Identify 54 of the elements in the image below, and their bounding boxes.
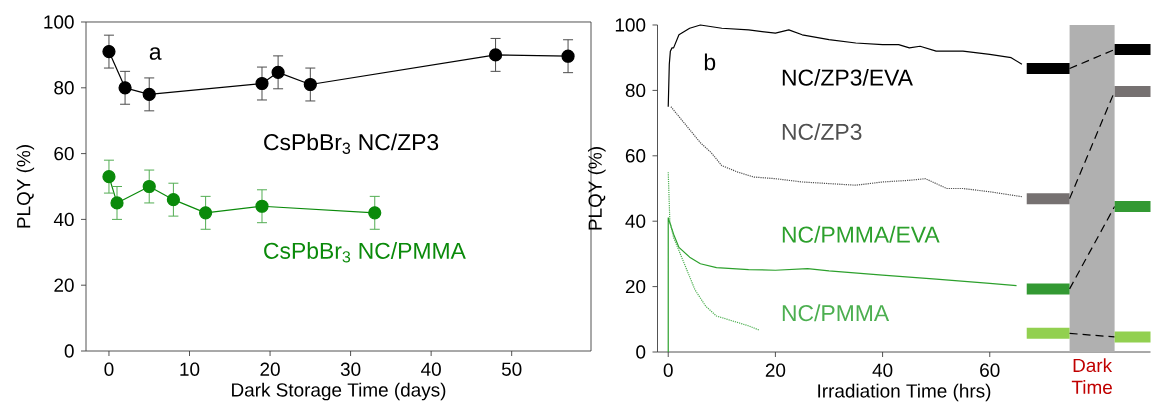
x-tick-label: 30 (340, 362, 361, 376)
x-tick-label: 10 (180, 362, 200, 376)
series-label: CsPbBr$_{3}$ NC/ZP3 (264, 133, 439, 154)
point (142, 87, 156, 101)
x-tick-label: 40 (872, 363, 893, 377)
point (488, 48, 503, 62)
point (303, 77, 317, 92)
y-tick-label: 100 (615, 18, 646, 32)
series-label: NC/PMMA/EVA (782, 225, 940, 243)
point (142, 179, 156, 194)
annotation: a (149, 47, 162, 60)
point (102, 170, 116, 184)
y-tick-label: 100 (44, 15, 74, 29)
point (271, 65, 285, 79)
x-tick-label: 20 (260, 362, 280, 376)
y-tick-label: 40 (625, 214, 646, 228)
y-tick-label: 60 (625, 149, 646, 163)
y-axis-title: PLQY (%) (587, 147, 606, 230)
series-label: NC/ZP3 (782, 123, 862, 141)
x-axis-title: Dark Storage Time (days) (232, 382, 446, 401)
y-tick-label: 40 (53, 212, 74, 227)
y-tick-label: 80 (625, 83, 646, 98)
annotation: b (704, 53, 716, 71)
point (561, 49, 575, 63)
point (255, 76, 269, 91)
line-series (667, 217, 1018, 353)
series-label: NC/PMMA (782, 304, 890, 322)
point (255, 199, 269, 213)
y-tick-label: 0 (636, 345, 646, 359)
point (166, 193, 180, 207)
y-tick-label: 20 (54, 278, 74, 292)
point (368, 206, 382, 220)
x-tick-label: 0 (663, 363, 673, 377)
line-series (670, 106, 1023, 198)
x-tick-label: 0 (104, 362, 114, 376)
x-tick-label: 50 (501, 362, 522, 376)
point (199, 206, 213, 220)
series-label: NC/ZP3/EVA (782, 68, 913, 86)
y-axis-title: PLQY (%) (16, 145, 35, 228)
point (118, 81, 132, 95)
series-label: CsPbBr$_{3}$ NC/PMMA (264, 242, 466, 263)
x-axis-title: Irradiation Time (hrs) (818, 383, 991, 402)
x-tick-label: 40 (421, 362, 441, 376)
y-tick-label: 80 (54, 81, 74, 95)
y-tick-label: 20 (625, 279, 646, 294)
x-tick-label: 60 (980, 363, 1000, 377)
line-series (667, 24, 1023, 108)
line-series (667, 171, 760, 331)
y-tick-label: 60 (54, 146, 74, 161)
band-label: Dark Time (1071, 358, 1113, 395)
point (102, 45, 116, 59)
y-tick-label: 0 (64, 344, 74, 358)
point (110, 196, 124, 210)
x-tick-label: 20 (765, 363, 786, 377)
